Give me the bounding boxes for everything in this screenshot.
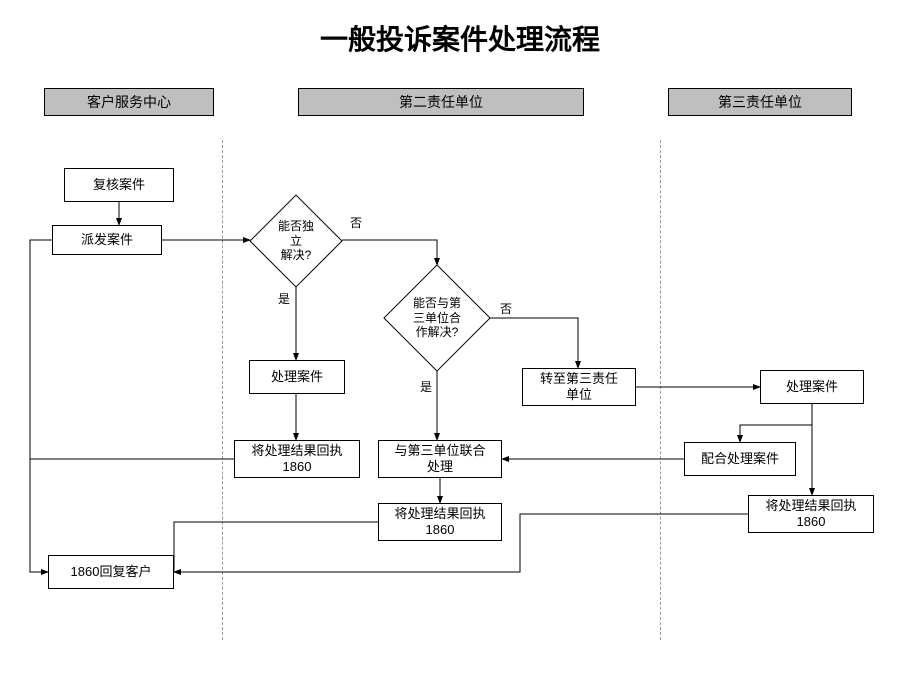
flow-box-result2b: 将处理结果回执1860 [378, 503, 502, 541]
flow-box-transfer3: 转至第三责任单位 [522, 368, 636, 406]
flow-box-dispatch: 派发案件 [52, 225, 162, 255]
flow-box-reply: 1860回复客户 [48, 555, 174, 589]
diamond-label: 能否与第三单位合作解决? [399, 280, 475, 356]
edge [740, 404, 812, 442]
flow-box-review: 复核案件 [64, 168, 174, 202]
edge [342, 240, 437, 265]
flow-box-joint: 与第三单位联合处理 [378, 440, 502, 478]
flow-box-process3: 处理案件 [760, 370, 864, 404]
flow-decision-d1: 能否独立解决? [263, 208, 329, 274]
flow-box-result2: 将处理结果回执1860 [234, 440, 360, 478]
flow-box-coop3: 配合处理案件 [684, 442, 796, 476]
edge-label: 否 [500, 300, 512, 317]
lane-separator [222, 140, 223, 640]
lane-separator [660, 140, 661, 640]
diamond-label: 能否独立解决? [263, 208, 329, 274]
flow-box-process2: 处理案件 [249, 360, 345, 394]
flowchart-canvas: 一般投诉案件处理流程客户服务中心 第二责任单位 第三责任单位复核案件派发案件 能否独立… [0, 0, 920, 690]
edge [174, 522, 378, 572]
chart-title: 一般投诉案件处理流程 [250, 18, 670, 58]
edge-label: 是 [420, 378, 432, 395]
edge-label: 否 [350, 214, 362, 231]
lane-header: 第三责任单位 [668, 88, 852, 116]
edge [30, 240, 52, 459]
lane-header: 客户服务中心 [44, 88, 214, 116]
edge-label: 是 [278, 290, 290, 307]
lane-header: 第二责任单位 [298, 88, 584, 116]
flow-decision-d2: 能否与第三单位合作解决? [399, 280, 475, 356]
flow-box-result3: 将处理结果回执1860 [748, 495, 874, 533]
edge [490, 318, 578, 368]
